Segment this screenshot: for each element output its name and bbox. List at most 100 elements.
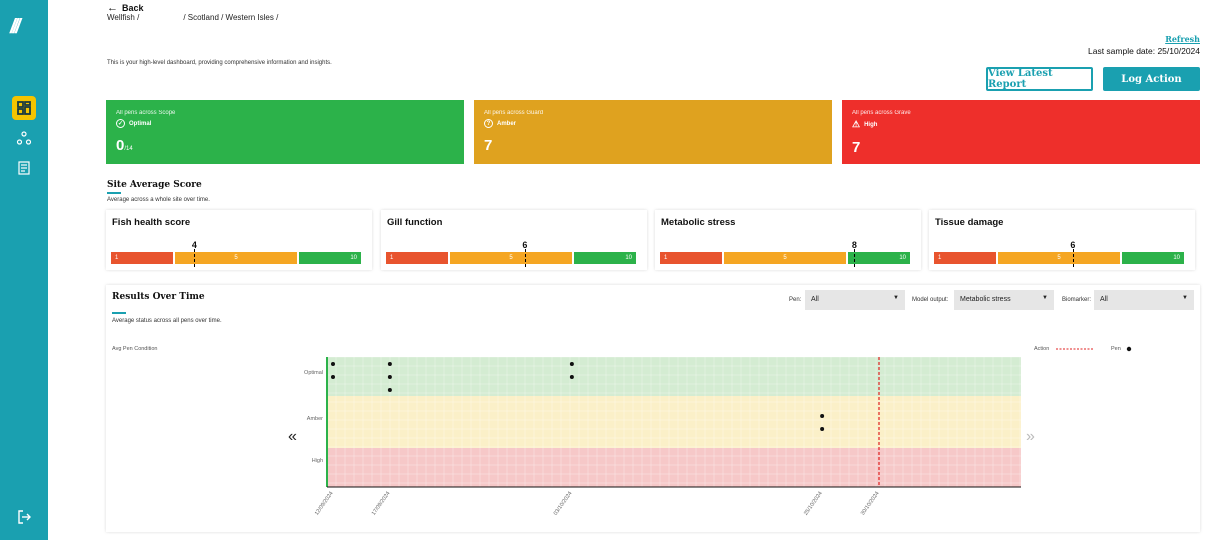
dashboard-nav-button[interactable] [12, 96, 36, 120]
x-tick-label: 25/10/2024 [803, 491, 824, 517]
pen-point [387, 362, 392, 366]
score-card[interactable]: Metabolic stress 8 1 5 10 [655, 210, 921, 270]
score-card[interactable]: Tissue damage 6 1 5 10 [929, 210, 1195, 270]
intro-text: This is your high-level dashboard, provi… [107, 60, 332, 66]
x-tick-label: 17/09/2024 [371, 491, 392, 517]
status-card-label: All pens across Guard [484, 110, 544, 116]
score-segment-low: 1 [660, 252, 722, 264]
breadcrumb: Wellfish / / Scotland / Western Isles / [107, 13, 278, 22]
breadcrumb-region[interactable]: / Scotland / Western Isles / [183, 13, 279, 22]
score-card[interactable]: Gill function 6 1 5 10 [381, 210, 647, 270]
score-card-title: Gill function [387, 217, 443, 228]
pen-point [387, 388, 392, 392]
pen-point [820, 414, 825, 418]
score-segment-mid: 5 [175, 252, 297, 264]
caret-down-icon: ▼ [1182, 295, 1188, 301]
score-segment-mid: 5 [450, 252, 572, 264]
score-segment-high: 10 [574, 252, 636, 264]
dashboard-icon [17, 101, 31, 115]
score-bar: 1 5 10 [111, 249, 361, 267]
score-value: 6 [522, 240, 528, 250]
score-marker [1072, 249, 1074, 267]
arrow-left-icon: ← [107, 2, 118, 14]
legend-action-label: Action [1034, 346, 1050, 352]
y-tick-label: Optimal [304, 370, 323, 376]
breadcrumb-company[interactable]: Wellfish / [107, 13, 140, 22]
biomarker-label: Biomarker: [1062, 297, 1092, 303]
question-circle-icon: ? [484, 119, 493, 128]
score-segment-low: 1 [111, 252, 173, 264]
score-segment-high: 10 [1122, 252, 1184, 264]
status-card-optimal[interactable]: All pens across Scope ✓ Optimal 0/14 [106, 100, 464, 164]
pen-select[interactable]: All ▼ [805, 290, 905, 310]
score-value: 8 [851, 240, 857, 250]
status-card-label: All pens across Scope [116, 110, 176, 116]
report-nav-button[interactable] [12, 156, 36, 180]
sites-icon [16, 131, 32, 145]
score-card-title: Tissue damage [935, 217, 1004, 228]
score-segment-low: 1 [934, 252, 996, 264]
status-card-label: All pens across Grave [852, 110, 911, 116]
biomarker-value: All [1100, 296, 1108, 303]
score-value: 4 [191, 240, 197, 250]
status-card-suffix: /14 [124, 146, 133, 152]
score-bar: 1 5 10 [660, 249, 910, 267]
band-high [327, 448, 1021, 487]
band-amber [327, 396, 1021, 448]
caret-down-icon: ▼ [1042, 295, 1048, 301]
status-card-level: Optimal [129, 120, 152, 127]
score-value: 6 [1070, 240, 1076, 250]
status-card-value: 0 [116, 137, 125, 154]
status-card-level: High [864, 121, 878, 128]
score-segment-high: 10 [299, 252, 361, 264]
legend-pen-swatch [1126, 346, 1132, 352]
log-action-button[interactable]: Log Action [1103, 67, 1200, 91]
biomarker-select[interactable]: All ▼ [1094, 290, 1194, 310]
model-output-label: Model output: [912, 297, 949, 303]
score-segment-low: 1 [386, 252, 448, 264]
status-card-high[interactable]: All pens across Grave ⚠ High 7 [842, 100, 1200, 164]
refresh-link[interactable]: Refresh [1165, 34, 1200, 44]
chart-prev-button[interactable]: « [288, 428, 297, 445]
site-average-title: Site Average Score [107, 180, 202, 190]
model-output-select[interactable]: Metabolic stress ▼ [954, 290, 1054, 310]
back-link[interactable]: ← Back [107, 2, 144, 14]
y-tick-label: High [312, 458, 323, 464]
legend-action-swatch [1056, 348, 1094, 350]
x-tick-label: 30/10/2024 [860, 491, 881, 517]
pen-point [569, 362, 574, 366]
title-underline [107, 192, 121, 194]
sidebar: /// [0, 0, 48, 540]
score-bar: 1 5 10 [386, 249, 636, 267]
chart-ylabel: Avg Pen Condition [112, 346, 158, 352]
site-average-subtitle: Average across a whole site over time. [107, 197, 210, 203]
pen-select-value: All [811, 296, 819, 303]
logout-button[interactable] [12, 505, 36, 529]
pen-point [820, 427, 825, 431]
score-segment-mid: 5 [998, 252, 1120, 264]
back-label: Back [122, 3, 144, 13]
status-card-level: Amber [497, 120, 517, 127]
model-output-value: Metabolic stress [960, 296, 1011, 303]
score-marker [854, 249, 856, 267]
score-card[interactable]: Fish health score 4 1 5 10 [106, 210, 372, 270]
app-logo: /// [10, 16, 21, 38]
score-marker [524, 249, 526, 267]
title-underline [112, 312, 126, 314]
status-card-amber[interactable]: All pens across Guard ? Amber 7 [474, 100, 832, 164]
view-latest-report-button[interactable]: View Latest Report [986, 67, 1093, 91]
sites-nav-button[interactable] [12, 126, 36, 150]
pen-point [569, 375, 574, 379]
pen-point [331, 375, 335, 379]
logout-icon [18, 510, 31, 524]
score-card-title: Metabolic stress [661, 217, 736, 228]
band-optimal [327, 357, 1021, 396]
chart-next-button[interactable]: » [1026, 428, 1035, 445]
pen-point [331, 362, 335, 366]
score-segment-mid: 5 [724, 252, 846, 264]
check-circle-icon: ✓ [116, 119, 125, 128]
x-tick-label: 03/10/2024 [553, 491, 574, 517]
x-tick-label: 12/09/2024 [314, 491, 335, 517]
score-marker [194, 249, 196, 267]
